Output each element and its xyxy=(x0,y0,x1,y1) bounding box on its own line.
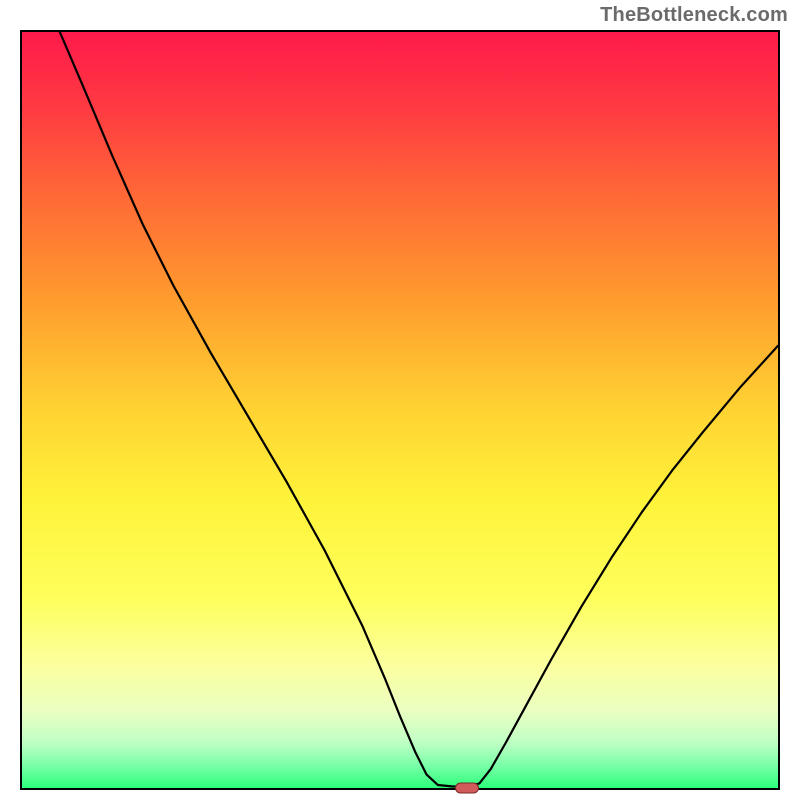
chart-container: TheBottleneck.com xyxy=(0,0,800,800)
plot-area xyxy=(20,30,780,790)
watermark-text: TheBottleneck.com xyxy=(600,4,788,27)
optimal-point-marker xyxy=(455,783,479,794)
bottleneck-curve xyxy=(22,32,778,788)
